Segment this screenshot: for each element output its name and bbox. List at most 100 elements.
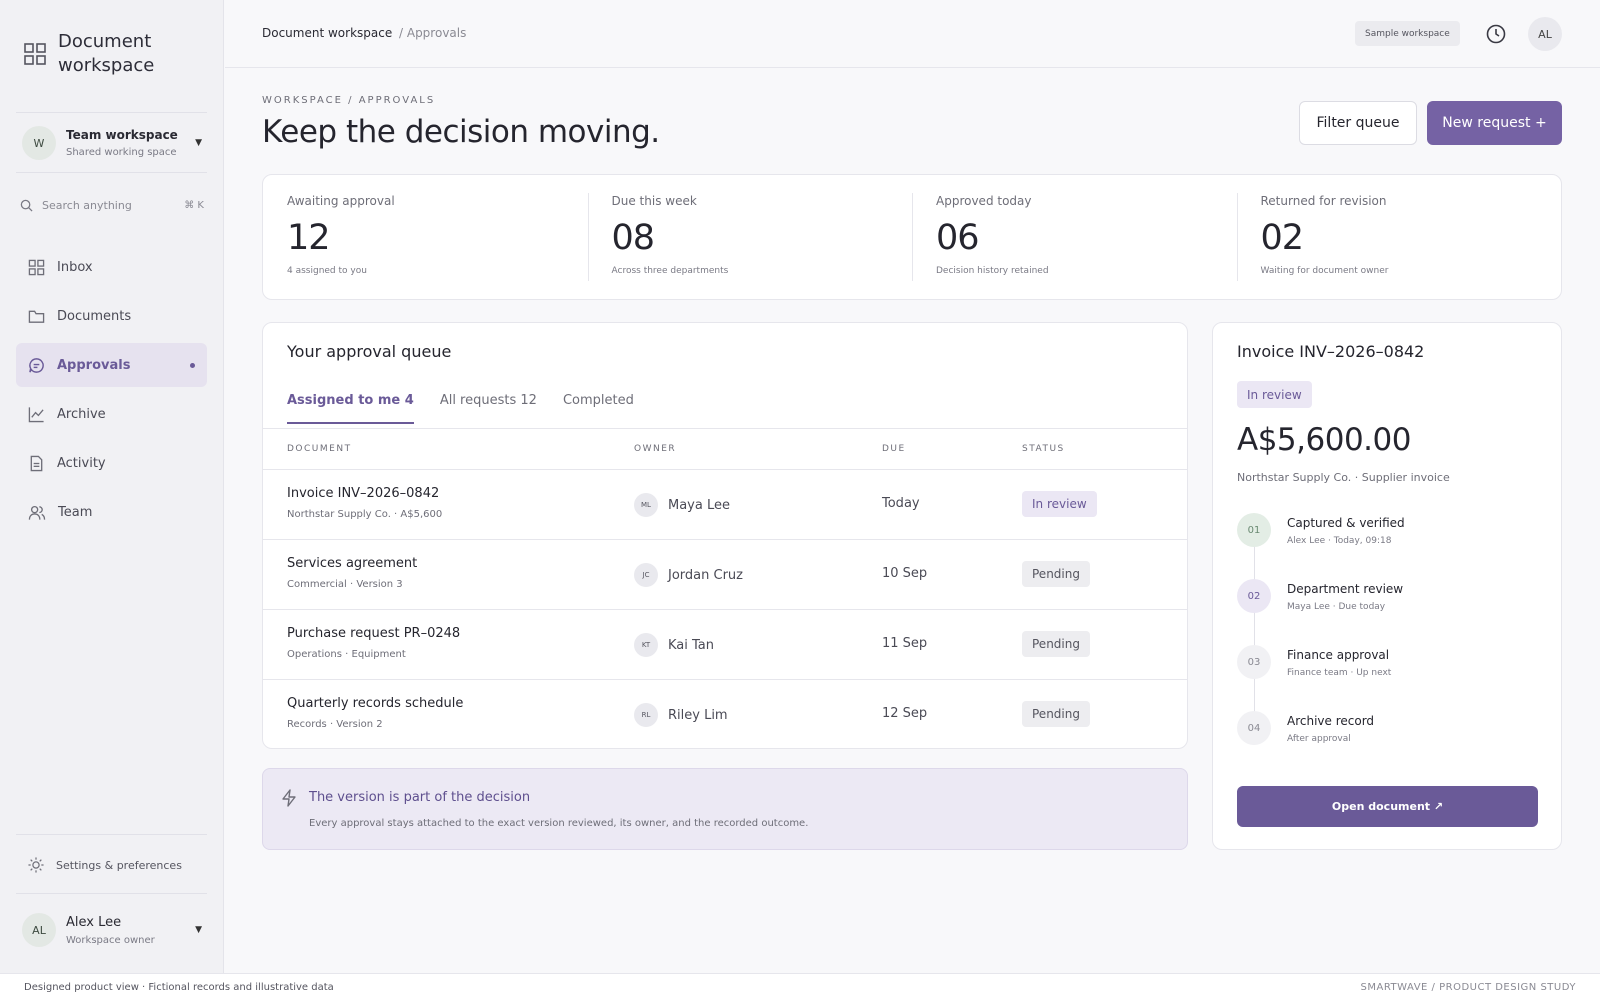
grid-logo-icon (24, 43, 46, 65)
step-number: 03 (1237, 645, 1271, 679)
status-badge: Pending (1022, 561, 1090, 587)
step-number: 04 (1237, 711, 1271, 745)
step-title: Department review (1287, 582, 1404, 596)
stat-sub: Across three departments (611, 266, 729, 276)
tab-all-requests[interactable]: All requests 12 (439, 393, 537, 408)
page-eyebrow: WORKSPACE / APPROVALS (262, 95, 436, 106)
stat-sub: Waiting for document owner (1260, 266, 1389, 276)
timeline-connector (1254, 533, 1255, 731)
version-note: The version is part of the decision Ever… (262, 768, 1188, 850)
user-name: Alex Lee (66, 914, 122, 930)
status-badge: Pending (1022, 701, 1090, 727)
owner-cell: RL Riley Lim (634, 703, 728, 727)
chart-line-icon (28, 406, 44, 422)
sidebar-item-archive[interactable]: Archive (16, 392, 207, 436)
column-header-due: DUE (882, 444, 906, 454)
document-meta: Operations · Equipment (287, 649, 406, 660)
stat-sub: Decision history retained (936, 266, 1049, 276)
user-menu[interactable]: AL Alex Lee Workspace owner ▼ (22, 913, 202, 947)
timeline-step: 03 Finance approval Finance team · Up ne… (1237, 645, 1391, 679)
owner-name: Riley Lim (668, 707, 728, 723)
sidebar-item-inbox[interactable]: Inbox (16, 245, 207, 289)
timeline-step: 02 Department review Maya Lee · Due toda… (1237, 579, 1403, 613)
sidebar-item-label: Activity (57, 455, 106, 471)
search-input[interactable] (42, 199, 172, 212)
note-body: Every approval stays attached to the exa… (309, 818, 809, 829)
document-name: Invoice INV–2026–0842 (287, 486, 440, 501)
settings-label: Settings & preferences (56, 858, 182, 872)
chevron-down-icon: ▼ (195, 925, 202, 935)
sidebar-item-documents[interactable]: Documents (16, 294, 207, 338)
sidebar-item-label: Archive (57, 406, 106, 422)
sidebar-item-team[interactable]: Team (16, 490, 207, 534)
topbar: Document workspace / Approvals Sample wo… (225, 0, 1600, 68)
sidebar-item-label: Team (58, 504, 93, 520)
user-role: Workspace owner (66, 934, 155, 946)
table-row[interactable]: Purchase request PR–0248 Operations · Eq… (263, 609, 1187, 679)
queue-tabs: Assigned to me 4 All requests 12 Complet… (287, 393, 660, 424)
sidebar-item-approvals[interactable]: Approvals (16, 343, 207, 387)
step-sub: Maya Lee · Due today (1287, 602, 1386, 612)
status-badge: In review (1237, 381, 1312, 408)
status-badge: Pending (1022, 631, 1090, 657)
divider (16, 893, 207, 894)
table-row[interactable]: Services agreement Commercial · Version … (263, 539, 1187, 609)
avatar[interactable]: AL (1528, 17, 1562, 51)
filter-queue-button[interactable]: Filter queue (1299, 101, 1417, 145)
stat-value: 06 (936, 218, 980, 258)
owner-cell: KT Kai Tan (634, 633, 714, 657)
invoice-amount: A$5,600.00 (1237, 422, 1411, 458)
step-sub: After approval (1287, 734, 1351, 744)
brand-title: Document workspace (58, 31, 155, 76)
document-name: Purchase request PR–0248 (287, 626, 461, 641)
owner-name: Jordan Cruz (668, 567, 743, 583)
stat-awaiting: Awaiting approval 12 4 assigned to you (263, 175, 588, 299)
footer-disclaimer: Designed product view · Fictional record… (24, 982, 334, 993)
table-row[interactable]: Quarterly records schedule Records · Ver… (263, 679, 1187, 748)
step-sub: Finance team · Up next (1287, 668, 1392, 678)
owner-name: Maya Lee (668, 497, 730, 513)
search-bar: ⌘ K (20, 199, 204, 212)
folder-icon (28, 310, 45, 323)
stat-due: Due this week 08 Across three department… (587, 175, 913, 299)
workspace-switcher[interactable]: W Team workspace Shared working space ▼ (22, 126, 202, 160)
sidebar-item-label: Documents (57, 308, 132, 324)
settings-link[interactable]: Settings & preferences (28, 857, 182, 873)
status-badge: In review (1022, 491, 1097, 517)
clock-icon[interactable] (1486, 24, 1506, 44)
sample-workspace-badge: Sample workspace (1355, 21, 1460, 46)
avatar: KT (634, 633, 658, 657)
document-meta: Commercial · Version 3 (287, 579, 403, 590)
file-icon (30, 455, 43, 471)
stat-label: Due this week (611, 194, 697, 208)
timeline-step: 04 Archive record After approval (1237, 711, 1374, 745)
new-request-button[interactable]: New request + (1427, 101, 1562, 145)
stats-panel: Awaiting approval 12 4 assigned to you D… (262, 174, 1562, 300)
avatar: RL (634, 703, 658, 727)
stat-sub: 4 assigned to you (287, 266, 367, 276)
chat-icon (29, 357, 44, 373)
brand: Document workspace (24, 30, 178, 78)
footer: Designed product view · Fictional record… (0, 973, 1600, 1000)
sidebar-nav: Inbox Documents Approvals Archive Activi… (16, 245, 207, 539)
footer-credit: SMARTWAVE / PRODUCT DESIGN STUDY (1360, 982, 1576, 993)
tab-assigned[interactable]: Assigned to me 4 (287, 393, 414, 424)
open-document-button[interactable]: Open document ↗ (1237, 786, 1538, 827)
breadcrumb-root[interactable]: Document workspace (262, 26, 393, 40)
users-icon (28, 505, 46, 520)
due-date: 11 Sep (882, 636, 928, 651)
tab-completed[interactable]: Completed (562, 393, 634, 408)
step-sub: Alex Lee · Today, 09:18 (1287, 536, 1392, 546)
lightning-icon (282, 789, 296, 807)
sidebar-item-activity[interactable]: Activity (16, 441, 207, 485)
due-date: 12 Sep (882, 706, 928, 721)
avatar: AL (22, 913, 56, 947)
grid-icon (28, 259, 45, 275)
avatar: ML (634, 493, 658, 517)
stat-returned: Returned for revision 02 Waiting for doc… (1236, 175, 1562, 299)
table-row[interactable]: Invoice INV–2026–0842 Northstar Supply C… (263, 469, 1187, 539)
divider (16, 834, 207, 835)
column-header-owner: OWNER (634, 444, 677, 454)
step-title: Archive record (1287, 714, 1375, 728)
stat-label: Awaiting approval (287, 194, 395, 208)
